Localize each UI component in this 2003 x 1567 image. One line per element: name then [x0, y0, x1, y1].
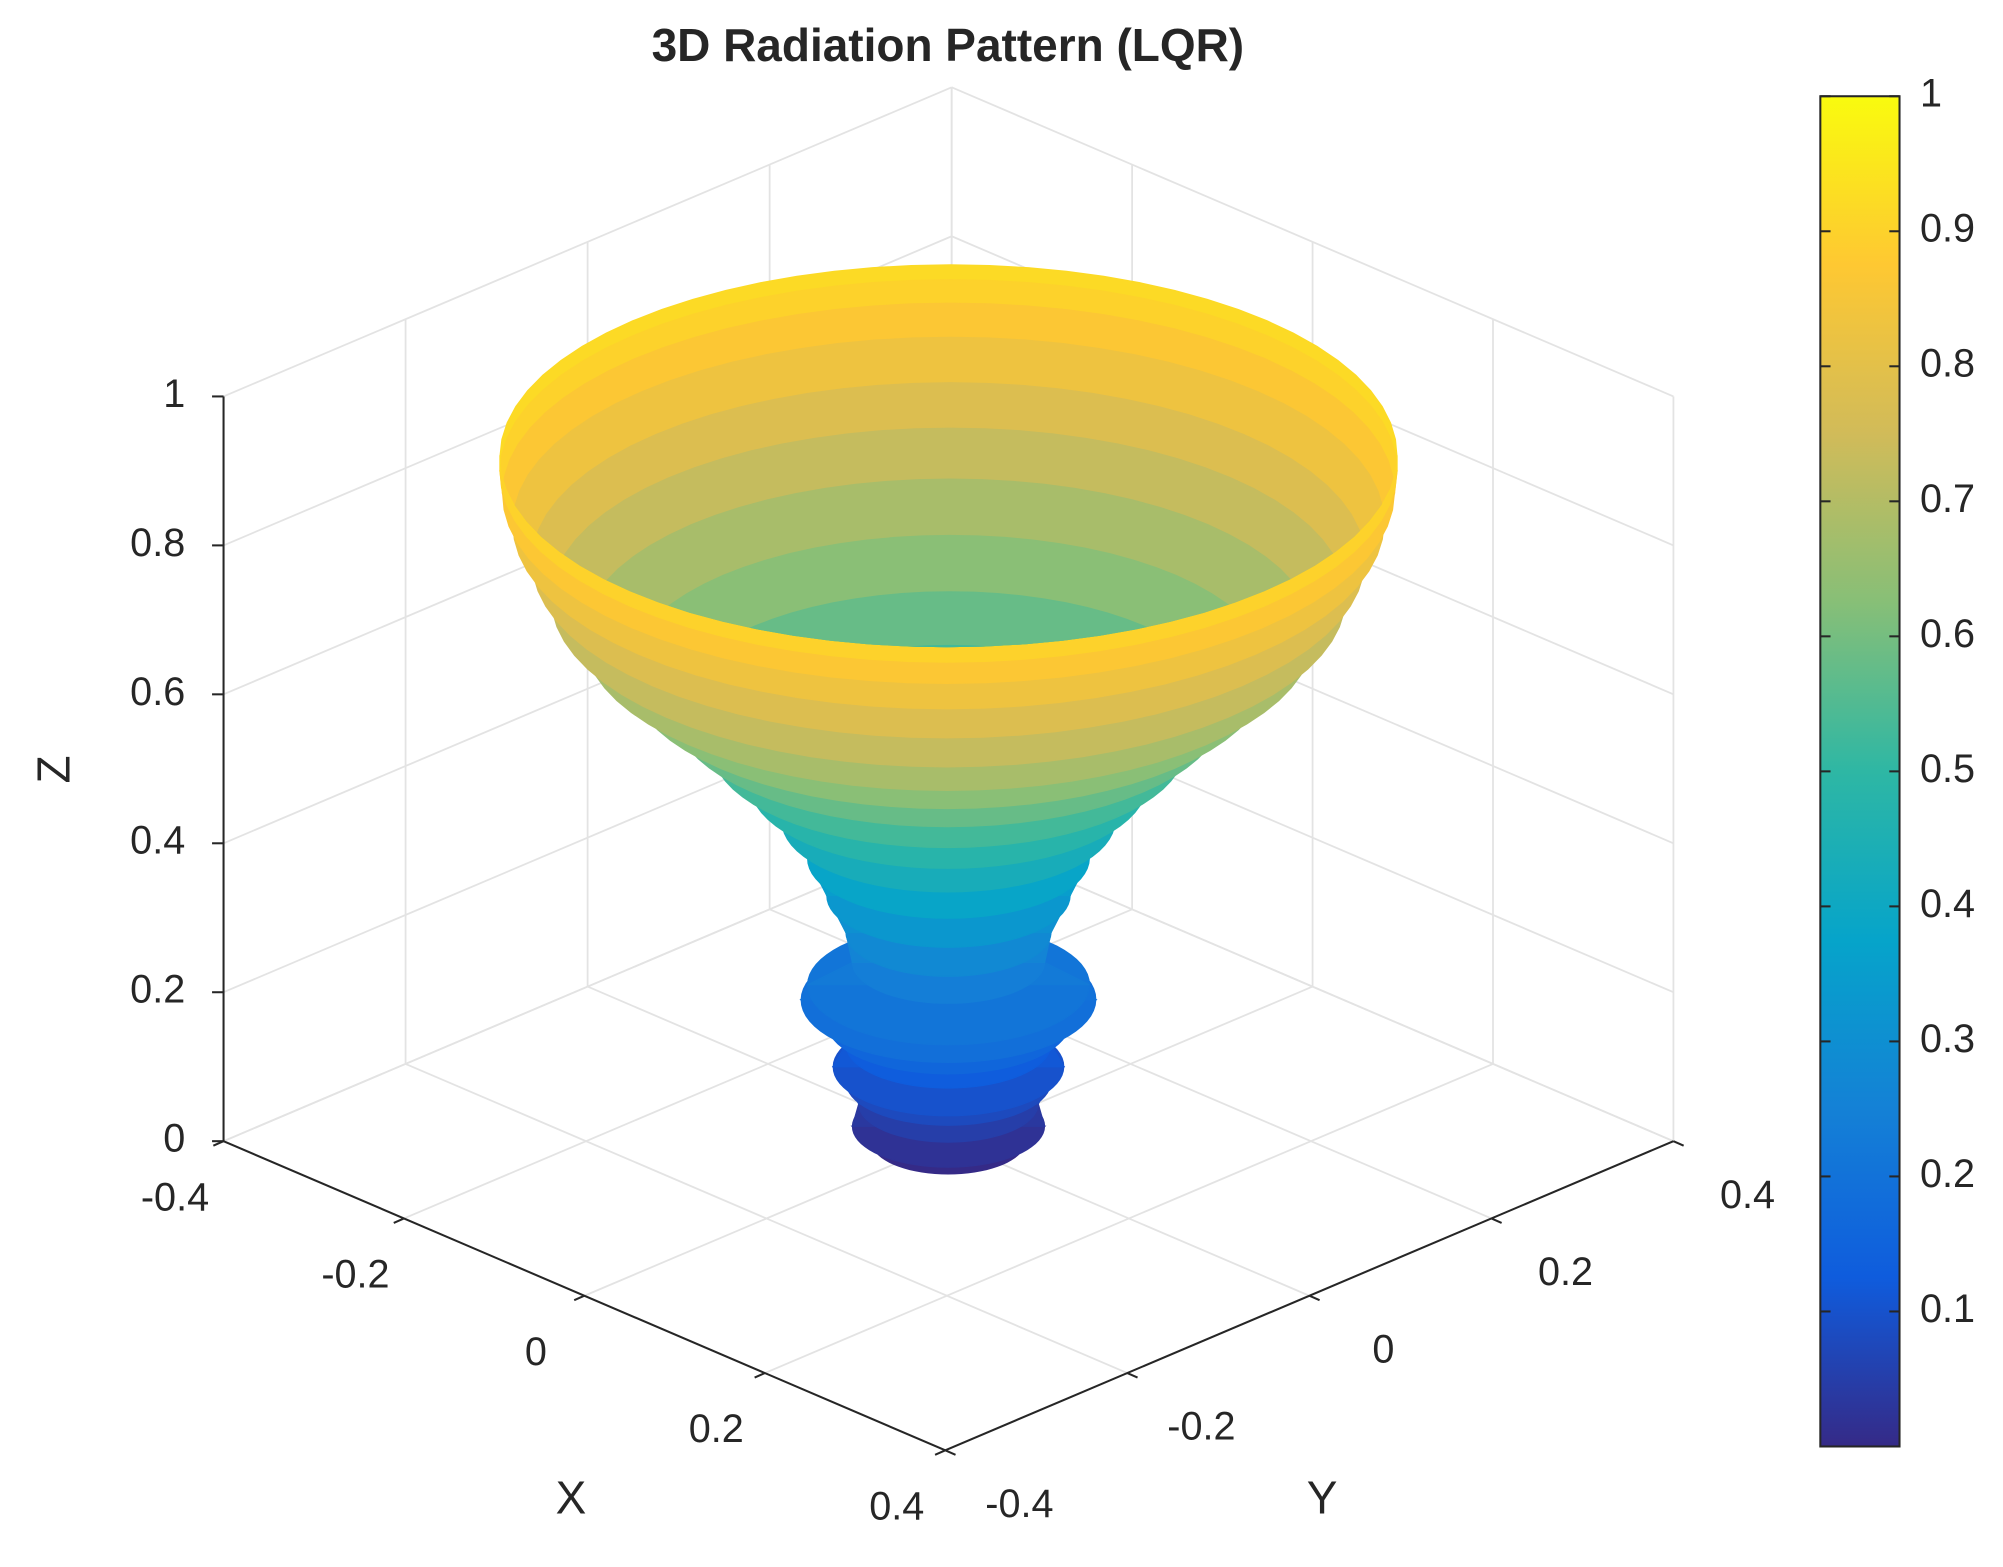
- x-tick: [212, 1140, 224, 1147]
- colorbar-tick-label: 1: [1920, 72, 1942, 116]
- grid-line: [223, 86, 953, 398]
- x-tick-label: -0.2: [321, 1253, 389, 1297]
- chart-title: 3D Radiation Pattern (LQR): [652, 19, 1245, 71]
- colorbar-tick-label: 0.8: [1920, 342, 1975, 386]
- x-tick-label: -0.4: [141, 1175, 209, 1219]
- z-tick-label: 1: [163, 372, 185, 416]
- x-tick: [754, 1372, 766, 1379]
- z-tick-label: 0.4: [130, 819, 185, 863]
- x-tick: [934, 1449, 946, 1456]
- colorbar-tick-label: 0.3: [1920, 1017, 1975, 1061]
- y-tick-label: -0.2: [1167, 1405, 1235, 1449]
- x-tick: [573, 1294, 585, 1302]
- x-axis: [223, 1140, 946, 1452]
- z-tick-label: 0.8: [130, 521, 185, 565]
- colorbar-tick-label: 0.4: [1920, 882, 1975, 926]
- z-tick-label: 0: [163, 1117, 185, 1161]
- y-tick: [944, 1449, 956, 1456]
- x-tick-label: 0.4: [869, 1485, 924, 1529]
- y-tick: [1126, 1372, 1138, 1379]
- y-tick-label: 0.2: [1538, 1250, 1593, 1294]
- grid-line: [951, 86, 1674, 398]
- z-tick-label: 0.2: [130, 968, 185, 1012]
- x-tick-label: 0: [525, 1330, 547, 1374]
- y-tick: [1673, 1140, 1685, 1147]
- y-tick: [1490, 1217, 1503, 1224]
- x-tick-label: 0.2: [689, 1407, 744, 1451]
- colorbar-tick-label: 0.7: [1920, 477, 1975, 521]
- grid-line: [405, 1063, 1128, 1374]
- x-axis-label: X: [556, 1472, 587, 1524]
- y-tick-label: 0.4: [1720, 1173, 1775, 1217]
- y-tick: [1308, 1294, 1320, 1302]
- surface-inner-ring: [672, 591, 1225, 648]
- y-axis-label: Y: [1307, 1472, 1338, 1524]
- surface-inner: [499, 264, 1398, 648]
- x-tick: [393, 1217, 405, 1224]
- colorbar-tick-label: 0.1: [1920, 1287, 1975, 1331]
- colorbar: [1819, 95, 1901, 1448]
- y-tick-label: 0: [1372, 1327, 1394, 1371]
- colorbar-tick-label: 0.9: [1920, 207, 1975, 251]
- z-tick-label: 0.6: [130, 670, 185, 714]
- y-tick-label: -0.4: [985, 1482, 1053, 1526]
- colorbar-tick-label: 0.6: [1920, 612, 1975, 656]
- colorbar-tick-label: 0.5: [1920, 747, 1975, 791]
- z-axis-label: Z: [28, 755, 80, 783]
- colorbar-tick-label: 0.2: [1920, 1152, 1975, 1196]
